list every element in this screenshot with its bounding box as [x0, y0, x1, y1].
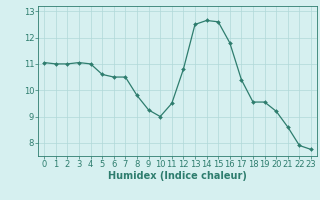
X-axis label: Humidex (Indice chaleur): Humidex (Indice chaleur) [108, 171, 247, 181]
